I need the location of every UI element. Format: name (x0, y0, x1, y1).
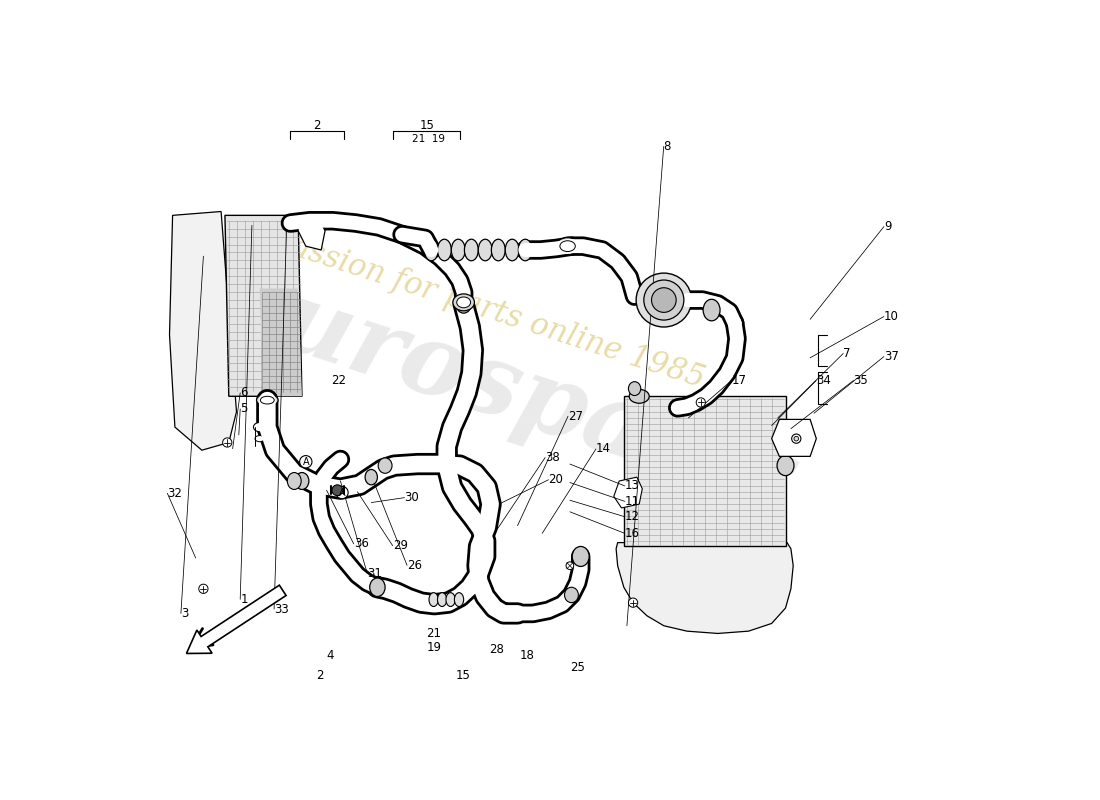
Ellipse shape (572, 546, 590, 566)
Ellipse shape (464, 239, 478, 261)
Ellipse shape (557, 238, 579, 254)
Ellipse shape (629, 390, 649, 403)
Ellipse shape (456, 294, 472, 313)
Ellipse shape (438, 239, 451, 261)
Text: 28: 28 (490, 642, 504, 656)
Ellipse shape (628, 382, 640, 395)
Ellipse shape (518, 239, 532, 261)
Polygon shape (772, 419, 816, 456)
Text: 17: 17 (732, 374, 747, 387)
Text: 33: 33 (274, 602, 289, 616)
Text: 3: 3 (180, 607, 188, 620)
Polygon shape (614, 477, 642, 508)
Ellipse shape (378, 458, 392, 474)
FancyArrow shape (186, 585, 286, 654)
Ellipse shape (566, 562, 574, 570)
Text: 21: 21 (427, 627, 441, 640)
Ellipse shape (425, 239, 438, 261)
Ellipse shape (222, 438, 232, 447)
Text: 9: 9 (884, 220, 891, 233)
Text: 7: 7 (844, 347, 850, 360)
Ellipse shape (453, 294, 474, 311)
Text: 4: 4 (327, 649, 334, 662)
Text: 10: 10 (884, 310, 899, 323)
Ellipse shape (451, 239, 465, 261)
Ellipse shape (287, 473, 301, 490)
Ellipse shape (628, 598, 638, 607)
Ellipse shape (255, 435, 264, 442)
Ellipse shape (332, 485, 343, 496)
Text: A: A (339, 487, 345, 498)
Ellipse shape (295, 473, 309, 490)
Ellipse shape (560, 241, 575, 251)
Text: 1: 1 (240, 593, 248, 606)
Text: 13: 13 (625, 479, 639, 493)
Ellipse shape (794, 436, 799, 441)
Polygon shape (260, 289, 301, 396)
Text: 25: 25 (571, 661, 585, 674)
Ellipse shape (256, 394, 278, 406)
Ellipse shape (492, 239, 505, 261)
Polygon shape (616, 542, 793, 634)
Ellipse shape (564, 587, 579, 602)
Text: 15: 15 (455, 669, 470, 682)
Text: 30: 30 (405, 491, 419, 504)
Text: 26: 26 (407, 559, 422, 572)
Text: 35: 35 (854, 374, 868, 387)
Text: 16: 16 (625, 527, 640, 540)
Ellipse shape (644, 280, 684, 320)
Ellipse shape (336, 486, 349, 498)
Ellipse shape (456, 297, 471, 308)
Ellipse shape (478, 239, 492, 261)
Text: 12: 12 (625, 510, 640, 523)
Text: 31: 31 (367, 567, 382, 580)
Text: 18: 18 (519, 649, 535, 662)
Ellipse shape (454, 593, 464, 606)
Ellipse shape (777, 455, 794, 476)
Text: 36: 36 (354, 538, 368, 550)
Ellipse shape (365, 470, 377, 485)
Polygon shape (169, 211, 236, 450)
Text: 6: 6 (240, 386, 248, 399)
Ellipse shape (370, 578, 385, 597)
Text: 38: 38 (546, 451, 560, 464)
Text: A: A (302, 457, 309, 466)
Text: 27: 27 (568, 410, 583, 423)
Text: 14: 14 (596, 442, 611, 455)
Ellipse shape (703, 299, 720, 321)
Text: 8: 8 (663, 140, 671, 153)
Ellipse shape (299, 455, 312, 468)
Ellipse shape (792, 434, 801, 443)
Text: 5: 5 (240, 402, 248, 415)
Text: 19: 19 (427, 641, 441, 654)
Ellipse shape (505, 239, 519, 261)
Text: 2: 2 (317, 669, 323, 682)
Text: 2: 2 (314, 118, 321, 132)
Text: 20: 20 (549, 474, 563, 486)
Text: 15: 15 (419, 118, 435, 132)
Ellipse shape (253, 422, 266, 432)
Ellipse shape (446, 593, 455, 606)
Text: eurosparts: eurosparts (208, 253, 810, 530)
Ellipse shape (651, 288, 676, 312)
Bar (624, 396, 785, 546)
Text: 22: 22 (331, 374, 345, 387)
Ellipse shape (199, 584, 208, 594)
Text: a passion for parts online 1985: a passion for parts online 1985 (242, 217, 708, 394)
Ellipse shape (636, 273, 692, 327)
Ellipse shape (438, 593, 447, 606)
Ellipse shape (261, 396, 274, 404)
Ellipse shape (696, 398, 705, 407)
Ellipse shape (429, 593, 438, 606)
Text: 34: 34 (816, 374, 831, 387)
Text: 37: 37 (884, 350, 899, 363)
Text: 21  19: 21 19 (412, 134, 446, 144)
Text: 32: 32 (167, 487, 183, 500)
Text: 11: 11 (625, 495, 640, 508)
Polygon shape (224, 215, 301, 396)
Text: 29: 29 (393, 539, 408, 552)
Polygon shape (298, 215, 326, 250)
